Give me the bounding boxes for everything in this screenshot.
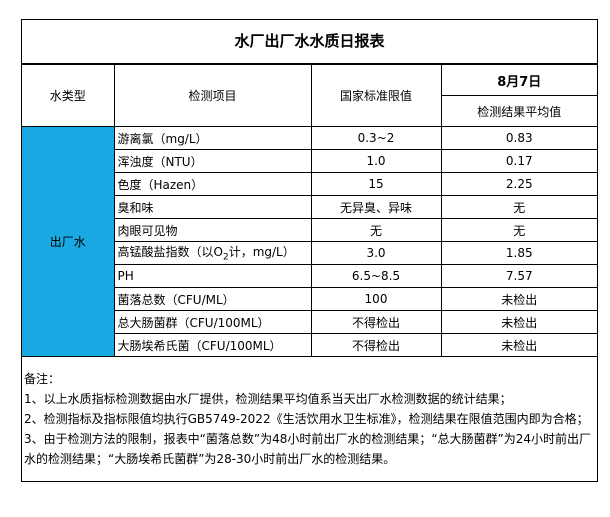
table-row: 大肠埃希氏菌（CFU/100ML） 不得检出 未检出 xyxy=(22,333,597,357)
table-row: 出厂水 游离氯（mg/L） 0.3~2 0.83 xyxy=(22,126,597,357)
standard-cell: 不得检出 xyxy=(310,310,442,334)
result-cell: 无 xyxy=(440,195,597,219)
result-cell: 未检出 xyxy=(440,310,597,334)
standard-cell: 15 xyxy=(310,172,442,196)
result-cell: 7.57 xyxy=(440,264,597,288)
result-cell: 未检出 xyxy=(440,333,597,357)
item-cell: 高锰酸盐指数（以O2计，mg/L） xyxy=(114,241,312,265)
item-cell: 游离氯（mg/L） xyxy=(113,126,312,150)
standard-cell: 0.3~2 xyxy=(310,126,442,150)
notes: 备注： 1、以上水质指标检测数据由水厂提供，检测结果平均值系当天出厂水检测数据的… xyxy=(22,357,597,481)
item-cell: 菌落总数（CFU/ML） xyxy=(114,287,312,311)
note-2: 2、检测指标及指标限值均执行GB5749-2022《生活饮用水卫生标准》，检测结… xyxy=(24,412,589,426)
item-cell: 臭和味 xyxy=(114,195,312,219)
item-cell: PH xyxy=(114,264,312,288)
result-cell: 无 xyxy=(440,218,597,242)
note-1: 1、以上水质指标检测数据由水厂提供，检测结果平均值系当天出厂水检测数据的统计结果… xyxy=(24,392,512,406)
table-row: PH 6.5~8.5 7.57 xyxy=(22,264,597,288)
table-row: 菌落总数（CFU/ML） 100 未检出 xyxy=(22,287,597,311)
water-type-cell: 出厂水 xyxy=(22,126,115,357)
header-water-type: 水类型 xyxy=(22,64,115,127)
result-cell: 0.17 xyxy=(440,149,597,173)
item-cell: 总大肠菌群（CFU/100ML） xyxy=(114,310,312,334)
report-table: 水类型 检测项目 国家标准限值 8月7日 检测结果平均值 出厂水 游离氯（mg/L… xyxy=(22,64,597,357)
table-row: 总大肠菌群（CFU/100ML） 不得检出 未检出 xyxy=(22,310,597,334)
header-item: 检测项目 xyxy=(113,64,312,127)
standard-cell: 100 xyxy=(310,287,442,311)
standard-cell: 1.0 xyxy=(310,149,442,173)
report-title: 水厂出厂水水质日报表 xyxy=(22,20,597,64)
standard-cell: 6.5~8.5 xyxy=(310,264,442,288)
standard-cell: 无异臭、异味 xyxy=(310,195,442,219)
header-result: 检测结果平均值 xyxy=(441,95,597,127)
item-cell: 大肠埃希氏菌（CFU/100ML） xyxy=(114,333,312,357)
item-cell: 肉眼可见物 xyxy=(114,218,312,242)
note-3: 3、由于检测方法的限制，报表中“菌落总数”为48小时前出厂水的检测结果；“总大肠… xyxy=(24,432,592,466)
notes-heading: 备注： xyxy=(24,372,61,386)
item-cell: 浑浊度（NTU） xyxy=(114,149,312,173)
header-date: 8月7日 xyxy=(440,64,597,96)
water-quality-report: 水厂出厂水水质日报表 水类型 检测项目 国家标准限值 8月7日 检测结果平均值 … xyxy=(21,19,598,482)
standard-cell: 无 xyxy=(310,218,442,242)
result-cell: 未检出 xyxy=(440,287,597,311)
table-row: 色度（Hazen） 15 2.25 xyxy=(22,172,597,196)
table-row: 浑浊度（NTU） 1.0 0.17 xyxy=(22,149,597,173)
result-cell: 1.85 xyxy=(440,241,597,265)
item-cell: 色度（Hazen） xyxy=(114,172,312,196)
result-cell: 2.25 xyxy=(440,172,597,196)
standard-cell: 3.0 xyxy=(310,241,442,265)
header-standard: 国家标准限值 xyxy=(310,64,442,127)
result-cell: 0.83 xyxy=(440,126,597,150)
standard-cell: 不得检出 xyxy=(310,333,442,357)
table-row: 肉眼可见物无无 xyxy=(22,218,597,242)
